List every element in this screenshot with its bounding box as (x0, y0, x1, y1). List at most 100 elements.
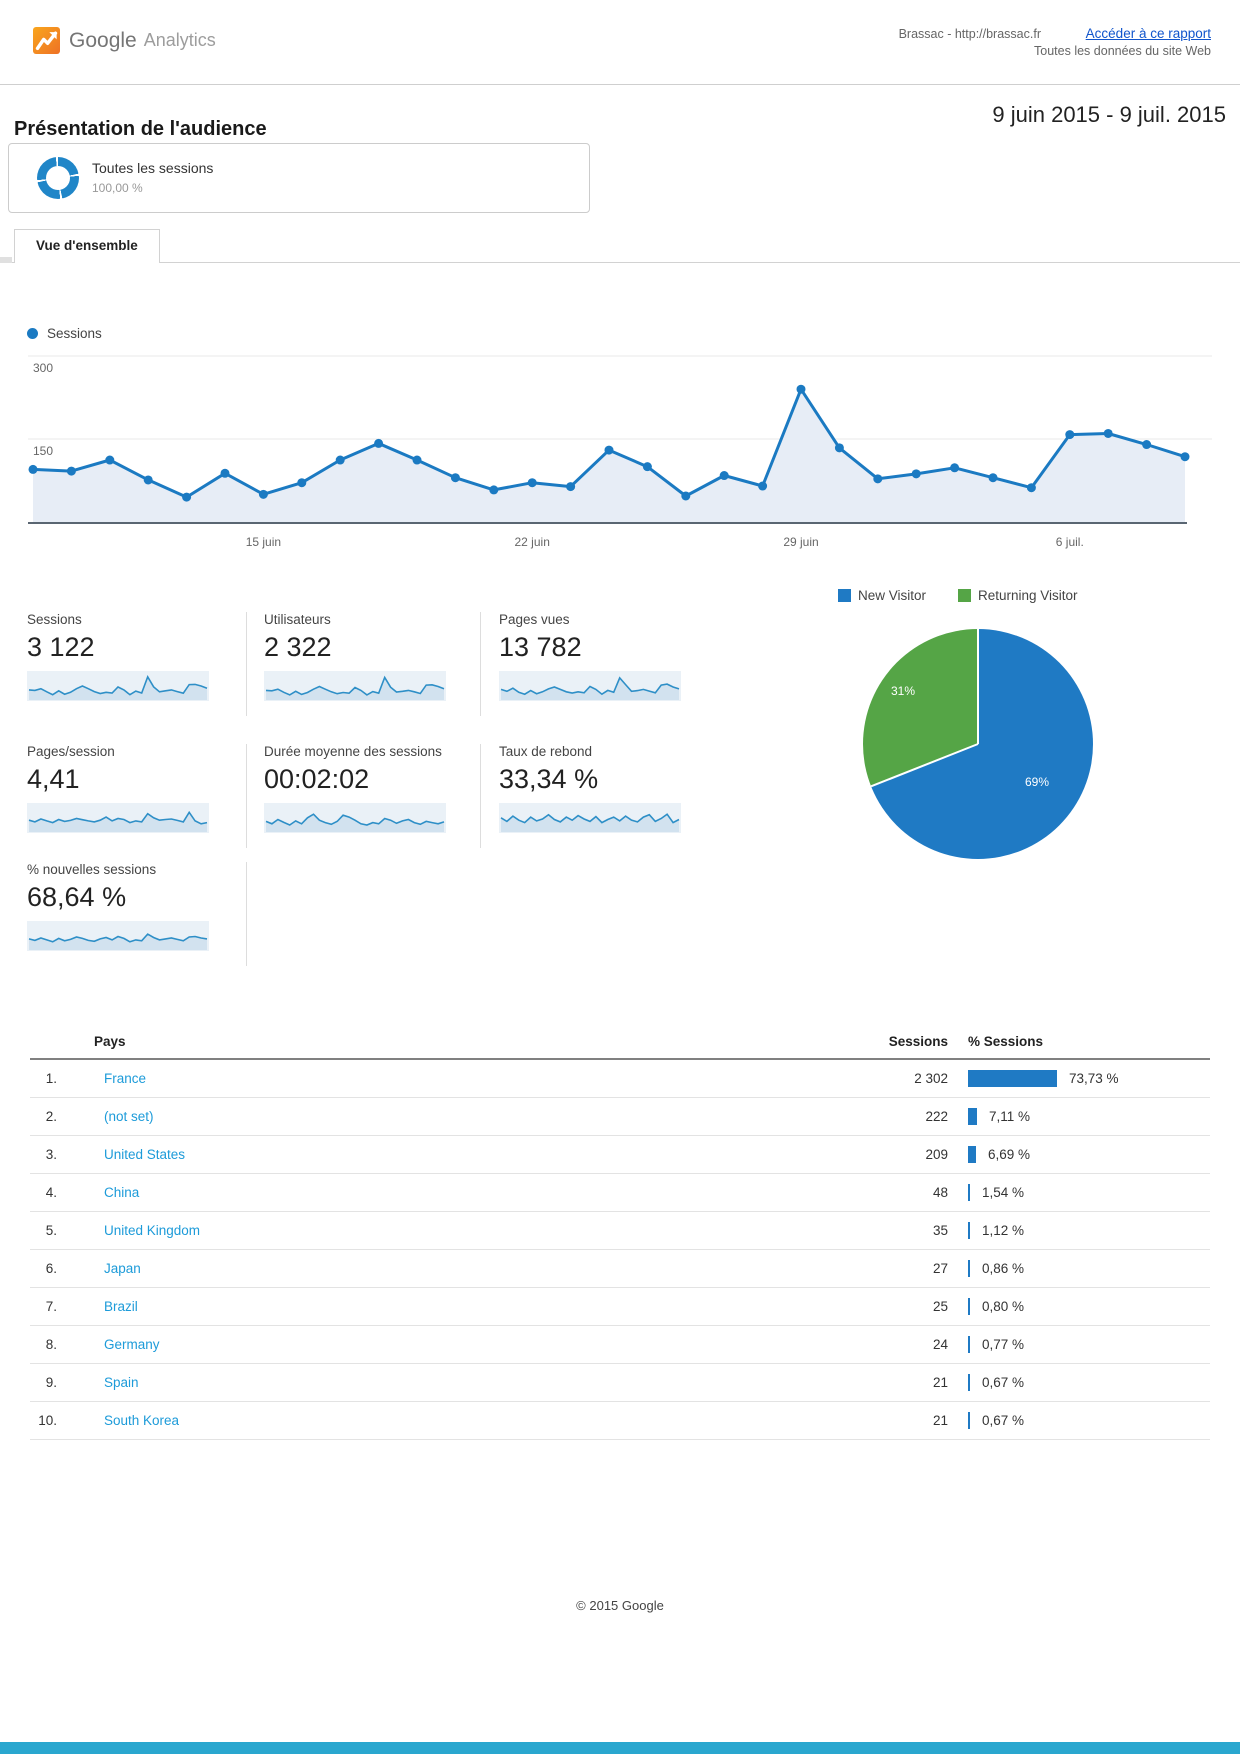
pie-slice-edge (870, 743, 979, 788)
table-row-brazil: 7. Brazil 25 0,80 % (30, 1288, 1210, 1326)
google-analytics-logo: Google Analytics (33, 27, 216, 54)
metric-label: Pages vues (499, 612, 570, 627)
returning-visitor-label: Returning Visitor (978, 588, 1078, 603)
metric-sparkline (27, 671, 209, 701)
bottom-accent-bar (0, 1742, 1240, 1754)
brand-google: Google (69, 28, 137, 52)
row-rank: 9. (45, 1375, 57, 1390)
row-rank: 5. (45, 1223, 57, 1238)
row-sessions: 21 (932, 1413, 948, 1428)
pct-bar (968, 1412, 970, 1429)
row-rank: 8. (45, 1337, 57, 1352)
row-rank: 3. (45, 1147, 57, 1162)
pie-legend-returning-visitor: Returning Visitor (958, 588, 1078, 603)
segment-percent: 100,00 % (92, 181, 143, 195)
row-pct: 73,73 % (1069, 1071, 1119, 1086)
pct-bar (968, 1260, 970, 1277)
col-header-country[interactable]: Pays (94, 1034, 126, 1049)
metric-card-6[interactable]: % nouvelles sessions 68,64 % (27, 862, 232, 951)
metric-sparkline (27, 803, 209, 833)
row-pct: 7,11 % (989, 1109, 1031, 1124)
metric-card-5[interactable]: Taux de rebond 33,34 % (499, 744, 704, 833)
pct-bar (968, 1070, 1057, 1087)
metric-label: Utilisateurs (264, 612, 331, 627)
row-sessions: 2 302 (914, 1071, 948, 1086)
pct-bar (968, 1298, 970, 1315)
metric-card-4[interactable]: Durée moyenne des sessions 00:02:02 (264, 744, 469, 833)
country-link[interactable]: China (104, 1185, 140, 1200)
returning-visitor-percent: 31% (891, 684, 916, 698)
metric-card-3[interactable]: Pages/session 4,41 (27, 744, 232, 833)
country-table-header: Pays Sessions % Sessions (30, 1030, 1210, 1060)
svg-text:29 juin: 29 juin (783, 535, 818, 549)
tab-bar-stub (0, 257, 12, 263)
country-link[interactable]: South Korea (104, 1413, 180, 1428)
segment-name: Toutes les sessions (92, 160, 214, 176)
row-pct: 1,54 % (982, 1185, 1025, 1200)
pct-bar (968, 1146, 977, 1163)
metric-separator (480, 612, 481, 716)
row-pct: 6,69 % (988, 1147, 1031, 1162)
svg-text:150: 150 (33, 444, 53, 458)
row-rank: 7. (45, 1299, 57, 1314)
new-visitor-percent: 69% (1025, 775, 1050, 789)
pct-bar (968, 1336, 970, 1353)
country-link[interactable]: United States (104, 1147, 186, 1162)
row-sessions: 21 (932, 1375, 948, 1390)
row-pct: 0,80 % (982, 1299, 1025, 1314)
tab-overview[interactable]: Vue d'ensemble (14, 229, 160, 264)
row-pct: 0,77 % (982, 1337, 1025, 1352)
country-link[interactable]: (not set) (104, 1109, 154, 1124)
sessions-chart-legend: Sessions (27, 326, 102, 341)
col-header-sessions[interactable]: Sessions (888, 1034, 948, 1049)
account-name: Brassac - http://brassac.fr (898, 27, 1041, 41)
row-sessions: 222 (925, 1109, 948, 1124)
table-row--not-set-: 2. (not set) 222 7,11 % (30, 1098, 1210, 1136)
brand-analytics: Analytics (143, 30, 216, 50)
metric-sparkline (27, 921, 209, 951)
metric-card-1[interactable]: Utilisateurs 2 322 (264, 612, 469, 701)
row-sessions: 48 (932, 1185, 948, 1200)
sessions-legend-label: Sessions (47, 326, 102, 341)
svg-text:300: 300 (33, 361, 53, 375)
row-rank: 2. (45, 1109, 57, 1124)
table-row-south-korea: 10. South Korea 21 0,67 % (30, 1402, 1210, 1440)
metric-label: Pages/session (27, 744, 115, 759)
country-link[interactable]: Japan (104, 1261, 141, 1276)
segment-box[interactable]: Toutes les sessions 100,00 % (8, 143, 590, 213)
metric-sparkline (264, 803, 446, 833)
row-rank: 4. (45, 1185, 57, 1200)
metric-sparkline (499, 671, 681, 701)
access-report-link[interactable]: Accéder à ce rapport (1085, 26, 1211, 41)
sessions-legend-dot-icon (27, 328, 38, 339)
sessions-line-chart[interactable]: 150 300 15 juin 22 juin 29 juin 6 juil. (0, 320, 1240, 560)
metric-label: % nouvelles sessions (27, 862, 157, 877)
metric-separator (246, 744, 247, 848)
table-row-united-kingdom: 5. United Kingdom 35 1,12 % (30, 1212, 1210, 1250)
metric-card-2[interactable]: Pages vues 13 782 (499, 612, 704, 701)
country-link[interactable]: France (104, 1071, 147, 1086)
col-header-pct-sessions[interactable]: % Sessions (968, 1034, 1044, 1049)
top-bar: Google Analytics Accéder à ce rapport Br… (0, 0, 1240, 85)
visitor-type-pie-chart[interactable]: 31% 69% (863, 629, 1093, 859)
new-visitor-swatch-icon (838, 589, 851, 602)
country-link[interactable]: Germany (104, 1337, 160, 1352)
country-link[interactable]: Brazil (104, 1299, 138, 1314)
row-pct: 0,67 % (982, 1375, 1025, 1390)
page-title: Présentation de l'audience (14, 118, 267, 140)
date-range[interactable]: 9 juin 2015 - 9 juil. 2015 (992, 102, 1226, 127)
metric-value: 00:02:02 (264, 764, 370, 794)
pct-bar (968, 1374, 970, 1391)
account-info: Brassac - http://brassac.fr Toutes les d… (899, 26, 1211, 60)
row-pct: 0,86 % (982, 1261, 1025, 1276)
metric-card-0[interactable]: Sessions 3 122 (27, 612, 232, 701)
country-link[interactable]: Spain (104, 1375, 139, 1390)
metric-separator (480, 744, 481, 848)
row-sessions: 27 (932, 1261, 948, 1276)
country-link[interactable]: United Kingdom (104, 1223, 201, 1238)
view-name: Toutes les données du site Web (1034, 44, 1211, 58)
row-rank: 10. (38, 1413, 57, 1428)
analytics-chart-icon (33, 27, 60, 54)
table-row-china: 4. China 48 1,54 % (30, 1174, 1210, 1212)
